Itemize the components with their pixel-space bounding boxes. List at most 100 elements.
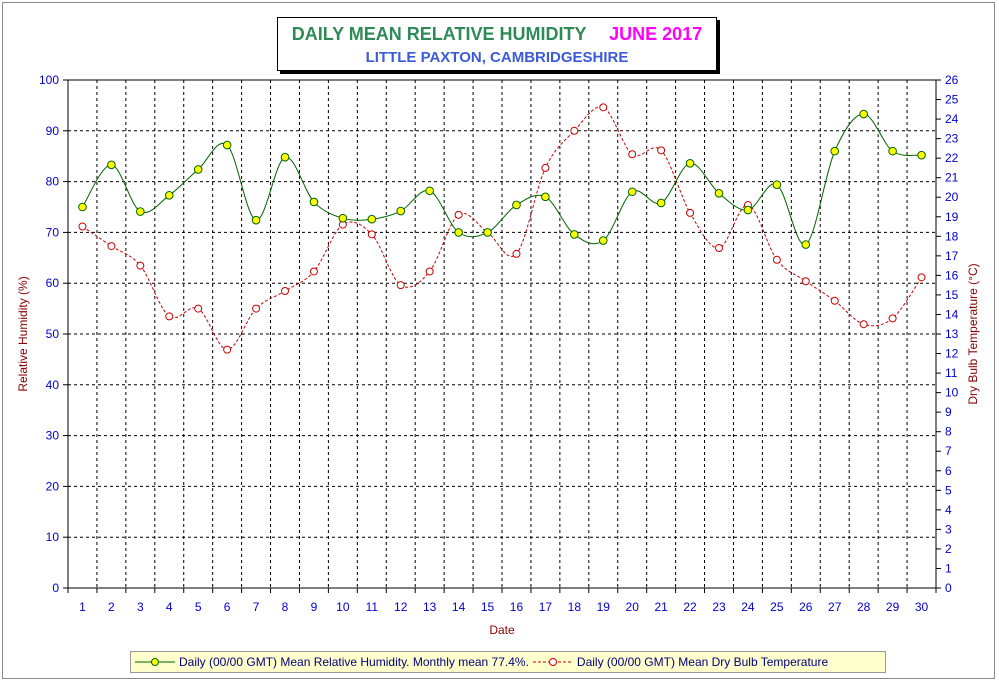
temperature-point (772, 255, 781, 264)
temperature-point (628, 150, 637, 159)
legend: Daily (00/00 GMT) Mean Relative Humidity… (130, 651, 886, 673)
humidity-point (656, 198, 666, 208)
y-right-tick-label: 15 (945, 288, 959, 302)
temperature-point (252, 304, 261, 313)
chart-title-month: JUNE 2017 (609, 24, 703, 44)
x-tick-label: 26 (799, 600, 813, 614)
humidity-point (830, 146, 840, 156)
x-tick-label: 5 (195, 600, 202, 614)
humidity-point (772, 180, 782, 189)
x-tick-label: 25 (770, 600, 784, 614)
legend-item-temperature: Daily (00/00 GMT) Mean Dry Bulb Temperat… (529, 655, 828, 669)
x-tick-label: 30 (915, 600, 929, 614)
y-right-tick-label: 10 (945, 386, 959, 400)
x-axis-title: Date (489, 623, 515, 637)
temperature-point (136, 261, 145, 270)
y-right-tick-label: 7 (945, 444, 952, 458)
y-left-tick-label: 10 (46, 530, 60, 544)
humidity-point (917, 150, 926, 160)
temperature-point (512, 249, 521, 258)
x-tick-label: 27 (828, 600, 842, 614)
temperature-point (859, 320, 868, 329)
y-right-tick-label: 17 (945, 249, 959, 263)
temperature-point (396, 281, 405, 290)
humidity-point (570, 230, 579, 239)
x-tick-label: 8 (282, 600, 289, 614)
chart-subtitle: LITTLE PAXTON, CAMBRIDGESHIRE (365, 49, 629, 66)
humidity-point (78, 202, 87, 212)
temperature-point (425, 267, 434, 276)
humidity-point (222, 140, 232, 150)
humidity-point (280, 152, 290, 162)
y-right-tick-label: 21 (945, 171, 959, 185)
temperature-point (367, 230, 376, 239)
temperature-point (599, 103, 608, 112)
legend-humidity-swatch (135, 658, 175, 666)
x-tick-label: 29 (886, 600, 900, 614)
y-left-tick-label: 20 (46, 479, 60, 493)
x-tick-label: 24 (741, 600, 755, 614)
y-right-tick-label: 4 (945, 503, 952, 517)
temperature-point (657, 146, 666, 155)
humidity-point (193, 165, 203, 174)
y-left-tick-label: 80 (46, 175, 60, 189)
x-tick-label: 3 (137, 600, 144, 614)
x-tick-label: 22 (683, 600, 697, 614)
humidity-point (164, 191, 174, 200)
temperature-point (107, 242, 116, 251)
humidity-point (541, 192, 550, 202)
x-tick-label: 16 (510, 600, 524, 614)
humidity-point (338, 213, 348, 223)
series-temperature-line (82, 106, 922, 351)
humidity-point (107, 160, 116, 170)
x-tick-label: 10 (336, 600, 350, 614)
y-left-tick-label: 90 (46, 124, 60, 138)
y-right-tick-label: 2 (945, 542, 952, 556)
y-left-axis-title: Relative Humidity (%) (16, 276, 30, 391)
humidity-point (483, 228, 492, 237)
temperature-point (165, 312, 174, 321)
temperature-point (686, 208, 695, 217)
x-tick-label: 1 (79, 600, 86, 614)
humidity-point (627, 187, 637, 197)
y-left-tick-label: 50 (46, 327, 60, 341)
humidity-point (859, 109, 868, 119)
y-left-tick-label: 60 (46, 276, 60, 290)
temperature-point (801, 277, 810, 286)
humidity-point (425, 186, 434, 196)
x-tick-label: 28 (857, 600, 871, 614)
y-right-tick-label: 9 (945, 405, 952, 419)
humidity-point (801, 240, 811, 249)
legend-humidity-label: Daily (00/00 GMT) Mean Relative Humidity… (179, 655, 529, 669)
humidity-point (454, 228, 463, 237)
y-right-tick-label: 5 (945, 483, 952, 497)
y-left-tick-label: 100 (39, 73, 59, 87)
temperature-point (830, 296, 839, 305)
y-right-tick-label: 26 (945, 73, 959, 87)
x-tick-label: 23 (712, 600, 726, 614)
temperature-point (223, 345, 232, 354)
x-tick-label: 17 (539, 600, 553, 614)
y-right-tick-label: 19 (945, 210, 959, 224)
y-right-tick-label: 13 (945, 327, 959, 341)
x-tick-label: 4 (166, 600, 173, 614)
y-left-tick-label: 30 (46, 429, 60, 443)
y-right-tick-label: 25 (945, 93, 959, 107)
temperature-point (78, 222, 87, 231)
humidity-point (685, 159, 695, 168)
humidity-point (309, 197, 319, 207)
x-tick-label: 20 (626, 600, 640, 614)
y-right-tick-label: 24 (945, 112, 959, 126)
y-right-tick-label: 22 (945, 151, 959, 165)
y-right-tick-label: 14 (945, 307, 959, 321)
x-tick-label: 14 (452, 600, 466, 614)
temperature-point (570, 126, 579, 135)
humidity-point (367, 214, 377, 224)
chart-title: DAILY MEAN RELATIVE HUMIDITY (291, 24, 587, 44)
temperature-point (309, 267, 318, 276)
temperature-point (917, 273, 926, 282)
temperature-point (454, 210, 463, 219)
temperature-point (194, 304, 203, 313)
